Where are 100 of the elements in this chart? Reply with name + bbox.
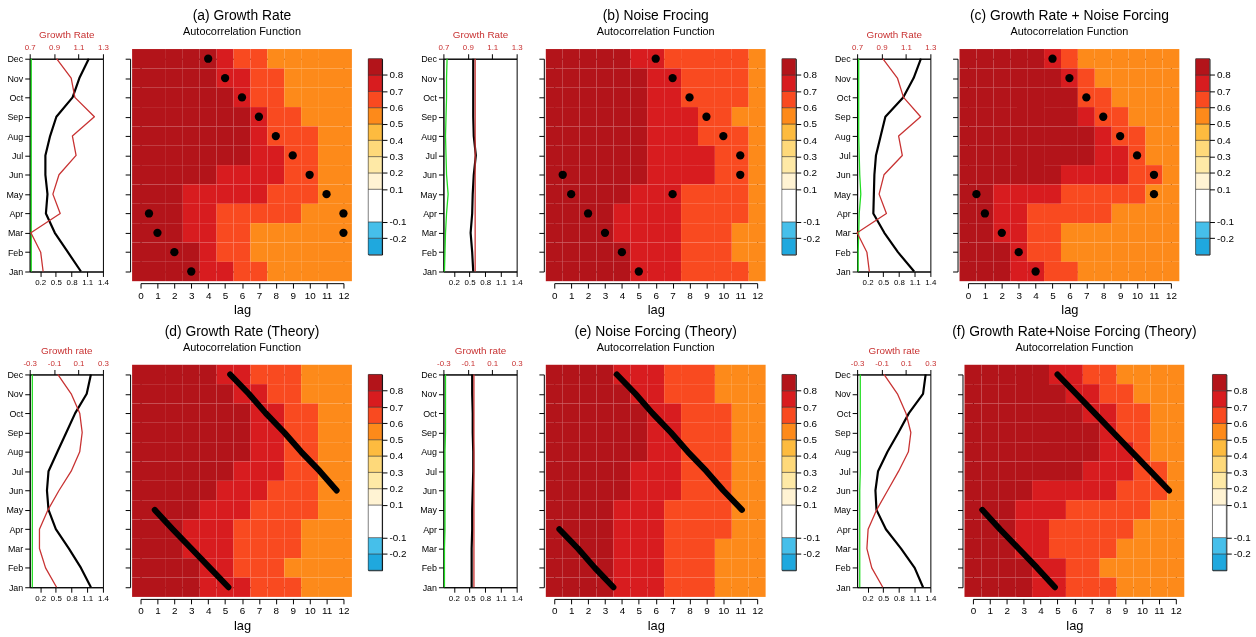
y-tick-label: Mar	[7, 228, 24, 239]
color-bar-label: 0.8	[389, 69, 404, 81]
x-tick-label: 1.4	[97, 593, 110, 603]
x-tick-label: 1.1	[495, 277, 508, 287]
color-bar-label: 0.7	[803, 85, 817, 97]
y-tick-label: Sep	[421, 112, 438, 123]
x-tick-label: 1.1	[909, 277, 922, 287]
x-tick-label: 0.2	[862, 277, 874, 287]
y-tick-label: Nov	[7, 389, 24, 400]
color-bar-label: 0.5	[389, 434, 404, 446]
y-tick-label: Nov	[421, 73, 438, 84]
chart-subtitle: Autocorrelation Function	[1010, 25, 1129, 38]
x-tick-label: 1.4	[925, 593, 937, 603]
x-tick-label: 1	[982, 289, 989, 301]
y-tick-label: Aug	[834, 131, 851, 142]
y-tick-label: Jul	[11, 466, 24, 477]
y-tick-label: Oct	[423, 92, 438, 103]
y-tick-label: Oct	[9, 408, 24, 419]
x-tick-label: 8	[687, 289, 694, 301]
color-bar-label: -0.2	[1233, 548, 1251, 560]
color-bar-label: -0.1	[803, 216, 821, 228]
chart-title: (c) Growth Rate + Noise Forcing	[969, 7, 1169, 24]
x-tick-label: 4	[1038, 605, 1045, 617]
x2-tick-label: -0.3	[850, 359, 866, 369]
x2-tick-label: 1.1	[73, 43, 86, 53]
color-bar-label: -0.1	[803, 532, 821, 544]
y-tick-label: May	[833, 505, 852, 516]
x2-tick-label: 0.7	[24, 43, 36, 53]
y-tick-label: Aug	[421, 131, 438, 142]
x2-axis-title: Growth rate	[454, 345, 507, 357]
y-tick-label: Feb	[835, 247, 851, 258]
x2-axis-title: Growth rate	[41, 345, 94, 357]
x-tick-label: 8	[273, 289, 280, 301]
x2-axis-title: Growth rate	[868, 345, 921, 357]
x-tick-label: 0	[965, 289, 972, 301]
x2-tick-label: 0.3	[511, 359, 524, 369]
x-tick-label: 11	[1154, 605, 1166, 617]
x-tick-label: 1	[155, 605, 162, 617]
color-bar-label: 0.6	[1233, 417, 1248, 429]
chart-title: (e) Noise Forcing (Theory)	[574, 323, 737, 340]
x2-tick-label: -0.3	[23, 359, 38, 369]
color-bar-label: 0.8	[1233, 385, 1248, 397]
y-tick-label: Oct	[836, 408, 852, 419]
y-tick-label: Dec	[834, 369, 852, 380]
y-tick-label: Aug	[421, 447, 438, 458]
color-bar-label: 0.4	[803, 134, 818, 146]
y-tick-label: Feb	[421, 247, 438, 258]
color-bar-label: 0.3	[1233, 466, 1248, 478]
y-tick-label: Aug	[834, 447, 851, 458]
color-bar-label: 0.5	[1233, 434, 1248, 446]
color-bar-label: 0.1	[1216, 183, 1232, 195]
color-bar-label: 0.8	[389, 385, 404, 397]
chart-subtitle: Autocorrelation Function	[183, 340, 301, 353]
x-tick-label: 0	[552, 289, 559, 301]
y-tick-label: Dec	[421, 54, 438, 65]
color-bar-label: 0.1	[803, 499, 818, 511]
color-bar-label: -0.1	[389, 216, 407, 228]
x-tick-label: 6	[653, 289, 660, 301]
x-tick-label: 8	[687, 605, 694, 617]
x-tick-label: 8	[1105, 605, 1112, 617]
x2-tick-label: 1.3	[925, 43, 937, 53]
x-tick-label: 6	[239, 605, 246, 617]
y-tick-label: Jan	[422, 582, 438, 593]
x-tick-label: 0.2	[448, 593, 460, 603]
x2-tick-label: 0.1	[73, 359, 86, 369]
x-tick-label: 0.8	[66, 593, 79, 603]
x-tick-label: 9	[1117, 289, 1124, 301]
color-bar-label: 0.2	[803, 483, 817, 495]
y-tick-label: Aug	[7, 131, 24, 142]
color-bar-label: 0.3	[803, 151, 818, 163]
x-tick-label: 11	[735, 605, 747, 617]
color-bar-label: 0.1	[803, 183, 818, 195]
y-tick-label: Feb	[7, 563, 24, 574]
x-tick-label: 3	[1016, 289, 1023, 301]
x-tick-label: 3	[1021, 605, 1028, 617]
y-tick-label: Sep	[7, 427, 24, 438]
x-tick-label: 11	[321, 289, 333, 301]
x2-axis-title: Growth Rate	[452, 29, 509, 41]
x-axis-title: lag	[1061, 302, 1079, 318]
x2-tick-label: 0.1	[487, 359, 499, 369]
color-bar-label: -0.2	[389, 548, 407, 560]
x-tick-label: 7	[1084, 289, 1090, 301]
x-tick-label: 8	[1100, 289, 1107, 301]
x-tick-label: 9	[704, 289, 711, 301]
color-bar-label: 0.2	[1216, 167, 1231, 179]
x-tick-label: 3	[602, 289, 609, 301]
x-axis-title: lag	[647, 302, 665, 318]
color-bar-label: 0.3	[803, 466, 818, 478]
x-axis-title: lag	[647, 618, 665, 634]
x-tick-label: 12	[752, 289, 764, 301]
x-tick-label: 1	[987, 605, 994, 617]
x-axis-title: lag	[233, 302, 252, 318]
x-tick-label: 1.1	[495, 593, 508, 603]
y-tick-label: Oct	[836, 92, 852, 103]
y-tick-label: May	[6, 189, 24, 200]
y-tick-label: Sep	[421, 427, 438, 438]
x-tick-label: 7	[1089, 605, 1095, 617]
x-tick-label: 10	[304, 605, 317, 617]
x2-tick-label: 1.3	[97, 43, 110, 53]
color-bar-label: 0.6	[803, 102, 818, 114]
